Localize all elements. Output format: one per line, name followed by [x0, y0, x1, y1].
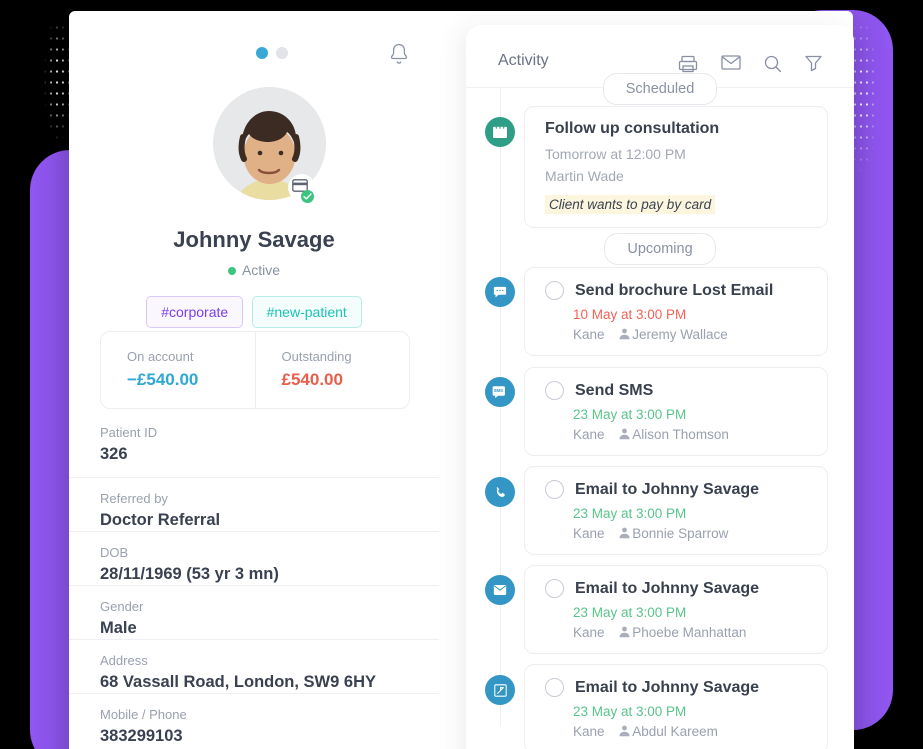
svg-text:SMS: SMS — [494, 388, 504, 393]
